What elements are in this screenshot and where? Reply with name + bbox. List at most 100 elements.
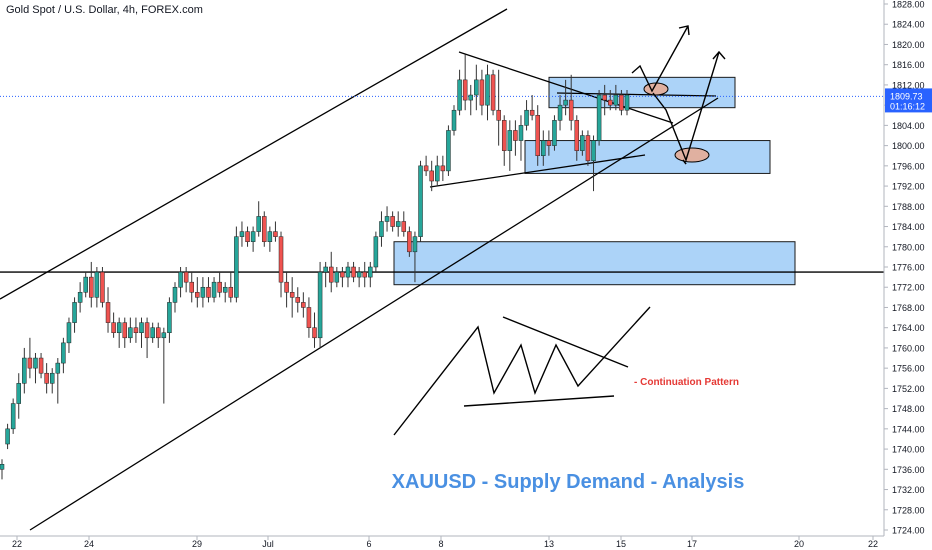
zone-2[interactable] — [524, 140, 771, 174]
candle — [211, 277, 217, 303]
candle-body — [0, 464, 5, 470]
candle — [423, 155, 429, 176]
projection-arrow-3[interactable] — [682, 159, 687, 165]
candle-body — [206, 286, 211, 298]
candle-body — [457, 79, 462, 111]
candle — [496, 69, 501, 146]
channel-lower-line[interactable] — [29, 97, 719, 531]
candle — [552, 115, 557, 151]
candle — [273, 221, 278, 242]
candle — [156, 322, 161, 348]
candle — [379, 211, 384, 247]
candle-body — [172, 286, 178, 303]
projection-arrow-1[interactable] — [631, 25, 690, 93]
candle-body — [301, 302, 306, 308]
price-tick-label: 1740.00 — [892, 445, 925, 455]
candle-body — [267, 231, 273, 242]
candle-body — [94, 271, 100, 298]
candle — [289, 277, 295, 318]
candle — [217, 272, 222, 298]
candle — [66, 317, 72, 353]
candle-body — [334, 271, 340, 283]
candle-body — [228, 286, 234, 298]
candle-body — [596, 94, 602, 141]
candle-body — [38, 357, 44, 374]
candle-body — [44, 372, 49, 384]
candle-body — [133, 327, 139, 334]
candle — [474, 64, 479, 111]
candle — [340, 267, 345, 288]
symbol-title: Gold Spot / U.S. Dollar, 4h, FOREX.com — [6, 4, 203, 16]
candle-body — [111, 322, 116, 333]
candle — [585, 130, 591, 166]
price-tick-label: 1728.00 — [892, 505, 925, 515]
price-tick-label: 1732.00 — [892, 485, 925, 495]
candle — [541, 130, 546, 166]
price-tick-label: 1764.00 — [892, 323, 925, 333]
candle-body — [423, 165, 429, 172]
candle-body — [49, 372, 55, 384]
time-tick-label: 22 — [12, 539, 22, 549]
candle-body — [563, 99, 568, 106]
price-tick-label: 1748.00 — [892, 404, 925, 414]
candle-body — [340, 271, 345, 278]
candle — [328, 251, 334, 293]
time-axis[interactable]: 22 24 29 Jul 6 8 13 15 17 20 22 — [0, 535, 884, 549]
trendlines[interactable] — [0, 8, 719, 531]
candle-body — [195, 292, 200, 298]
candle-body — [624, 94, 630, 111]
candle-body — [574, 120, 580, 151]
time-tick-label: 13 — [544, 539, 554, 549]
candle — [446, 125, 451, 176]
target-ellipse-lower[interactable] — [674, 147, 710, 163]
pattern-lower-line[interactable] — [463, 395, 615, 407]
candle-body — [250, 231, 256, 242]
time-tick-label: 24 — [84, 539, 94, 549]
candle-body — [239, 231, 245, 237]
candle — [546, 130, 552, 156]
candle — [0, 459, 5, 480]
candle — [608, 89, 613, 111]
candle — [390, 211, 395, 232]
continuation-pattern-label: - Continuation Pattern — [634, 377, 739, 388]
candle — [262, 211, 267, 247]
price-axis[interactable]: 1828.001824.001820.001816.001812.001808.… — [883, 0, 932, 550]
candle-body — [161, 332, 167, 339]
candle-body — [55, 362, 61, 374]
candle — [105, 287, 111, 333]
candle — [189, 272, 194, 303]
candle — [195, 277, 200, 308]
continuation-pattern-zigzag[interactable] — [393, 306, 651, 436]
projection-arrow-2[interactable] — [652, 50, 726, 163]
upper-zone-line[interactable] — [556, 92, 717, 97]
candle-body — [557, 104, 563, 121]
triangle-lower-line[interactable] — [429, 154, 646, 188]
horizontal-level-line[interactable] — [0, 95, 884, 273]
time-tick-label: 29 — [192, 539, 202, 549]
channel-upper-line[interactable] — [0, 8, 508, 300]
candle-body — [295, 297, 301, 303]
candle-body — [384, 216, 390, 222]
candle-body — [407, 231, 412, 253]
price-tick-label: 1796.00 — [892, 161, 925, 171]
supply-demand-zones[interactable] — [393, 76, 796, 286]
pattern-upper-line[interactable] — [502, 316, 629, 368]
candle-body — [552, 120, 557, 146]
drawings[interactable] — [393, 25, 726, 436]
candle — [602, 84, 607, 116]
zone-1[interactable] — [393, 241, 796, 286]
candle-body — [613, 94, 619, 106]
candle-body — [529, 109, 535, 116]
candle-body — [379, 221, 384, 237]
candle — [362, 261, 367, 288]
price-tick-label: 1812.00 — [892, 80, 925, 90]
time-tick-label: Jul — [262, 539, 274, 549]
candle-body — [189, 281, 194, 293]
candle — [10, 398, 16, 434]
candle — [89, 261, 94, 308]
candle — [435, 155, 440, 187]
price-tick-label: 1820.00 — [892, 40, 925, 50]
current-price-value: 1809.73 — [890, 91, 923, 101]
